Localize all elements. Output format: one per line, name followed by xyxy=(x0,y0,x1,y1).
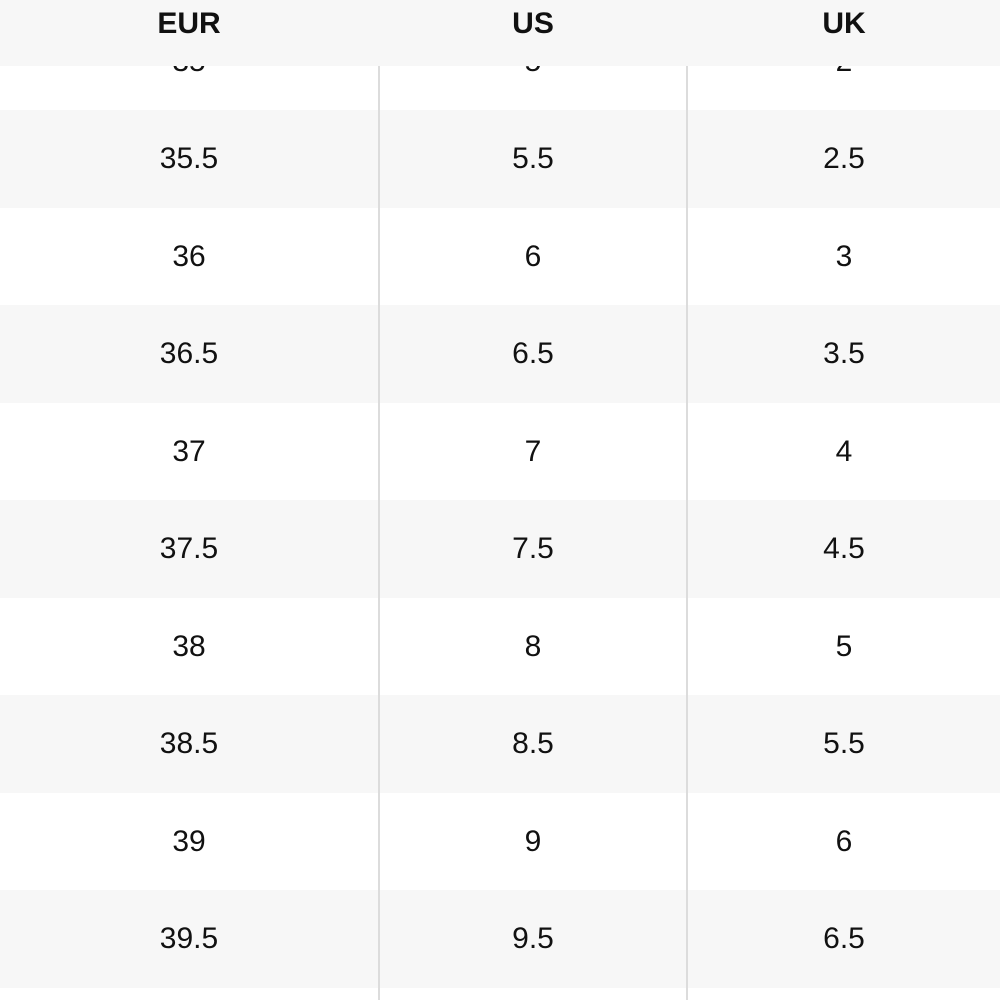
table-cell: 36 xyxy=(172,239,206,273)
table-cell: 37 xyxy=(172,434,206,468)
table-cell: 5.5 xyxy=(512,142,554,175)
table-cell: 4 xyxy=(835,434,853,468)
column-divider xyxy=(686,66,688,1000)
table-cell: 8.5 xyxy=(512,727,554,760)
table-cell: 36.5 xyxy=(159,337,219,370)
table-cell: 3.5 xyxy=(823,337,865,370)
table-row: 37 7 4 xyxy=(0,403,1000,501)
header-cell: EUR xyxy=(157,7,221,40)
table-cell: 4.5 xyxy=(823,532,865,565)
table-row: 36.5 6.5 3.5 xyxy=(0,305,1000,403)
table-cell: 38 xyxy=(172,629,206,663)
table-row: 38.5 8.5 5.5 xyxy=(0,695,1000,793)
column-divider xyxy=(378,66,380,1000)
table-row: 39 9 6 xyxy=(0,793,1000,891)
table-cell: 9 xyxy=(524,824,542,858)
table-row: 35.5 5.5 2.5 xyxy=(0,110,1000,208)
table-row: 39.5 9.5 6.5 xyxy=(0,890,1000,988)
table-cell: 35.5 xyxy=(159,142,219,175)
header-cell: UK xyxy=(822,7,866,40)
table-cell: 37.5 xyxy=(159,532,219,565)
table-cell: 7.5 xyxy=(512,532,554,565)
table-cell: 6.5 xyxy=(823,922,865,955)
table-cell: 39 xyxy=(172,824,206,858)
table-cell: 9.5 xyxy=(512,922,554,955)
table-cell: 38.5 xyxy=(159,727,219,760)
table-cell: 39.5 xyxy=(159,922,219,955)
table-row: 38 8 5 xyxy=(0,598,1000,696)
table-cell: 5.5 xyxy=(823,727,865,760)
table-cell: 6.5 xyxy=(512,337,554,370)
table-header: EUR US UK xyxy=(0,0,1000,66)
table-cell: 8 xyxy=(524,629,542,663)
table-cell: 5 xyxy=(835,629,853,663)
table-row: 37.5 7.5 4.5 xyxy=(0,500,1000,598)
table-cell: 6 xyxy=(835,824,853,858)
table-cell: 6 xyxy=(524,239,542,273)
header-cell: US xyxy=(512,7,554,40)
table-cell: 3 xyxy=(835,239,853,273)
table-cell: 2.5 xyxy=(823,142,865,175)
table-row: 36 6 3 xyxy=(0,208,1000,306)
table-cell: 7 xyxy=(524,434,542,468)
